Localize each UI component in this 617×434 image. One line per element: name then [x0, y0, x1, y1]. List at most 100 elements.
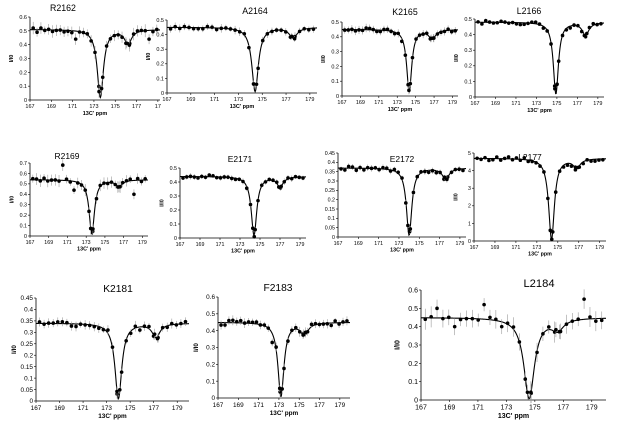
- data-point: [438, 170, 442, 175]
- data-point: [187, 25, 191, 30]
- data-point: [267, 177, 272, 182]
- y-tick-label: 0.5: [464, 17, 472, 23]
- data-point: [113, 182, 118, 187]
- data-point: [511, 325, 516, 329]
- data-point: [68, 180, 73, 184]
- x-tick-label: 177: [119, 240, 128, 246]
- data-point: [242, 321, 247, 325]
- y-tick-label: 0.4: [20, 192, 27, 198]
- y-tick-label: 0.15: [325, 207, 335, 213]
- data-point: [487, 158, 491, 163]
- x-tick-label: 179: [455, 241, 464, 247]
- x-tick-label: 167: [334, 241, 343, 247]
- y-tick-label: 0.4: [328, 160, 335, 166]
- x-tick-label: 169: [196, 242, 205, 248]
- chart-panel: 0 0.1 0.2 0.3 0.4 0.5 167 169 171 173 175 177 179 13C…: [454, 6, 605, 114]
- y-tick-label: 1: [468, 221, 471, 227]
- data-point: [34, 177, 39, 181]
- x-tick-label: 179: [305, 97, 314, 103]
- data-point: [99, 86, 104, 91]
- data-point: [389, 29, 393, 34]
- data-point: [476, 20, 480, 24]
- data-point: [430, 168, 435, 173]
- data-point: [502, 156, 507, 161]
- data-point: [258, 323, 263, 327]
- data-point: [143, 28, 148, 33]
- x-tick-label: 167: [470, 101, 479, 107]
- x-tick-label: 177: [132, 104, 141, 110]
- data-point: [143, 177, 147, 181]
- data-point: [407, 88, 411, 93]
- data-point: [495, 20, 500, 25]
- chart-panel: 0 0.1 0.2 0.3 0.4 0.5 167 169 171 173 175 177 179 13C…: [160, 154, 307, 255]
- y-tick-label: 0.2: [170, 208, 177, 214]
- data-point: [60, 163, 65, 167]
- data-point: [282, 366, 286, 371]
- data-point: [248, 202, 253, 207]
- data-point: [510, 20, 515, 25]
- y-tick-label: 0: [336, 94, 339, 100]
- x-tick-label: 169: [44, 240, 53, 246]
- x-tick-label: 169: [54, 405, 65, 412]
- x-tick-label: 177: [148, 405, 159, 412]
- data-point: [446, 315, 451, 320]
- data-point: [77, 30, 82, 34]
- x-tick-label: 171: [253, 402, 264, 409]
- data-point: [357, 28, 361, 32]
- y-tick-label: 0.3: [156, 47, 164, 53]
- y-tick-label: 2: [468, 204, 471, 210]
- y-tick-label: 0: [24, 234, 27, 240]
- y-axis-label: I/I0: [454, 54, 460, 62]
- data-point: [105, 181, 110, 186]
- data-point: [165, 325, 170, 330]
- data-point: [168, 27, 173, 31]
- data-point: [222, 175, 227, 179]
- x-axis-label: 13C' ppm: [527, 108, 552, 114]
- y-axis-label: I/I0: [394, 340, 401, 350]
- data-point: [434, 170, 439, 175]
- x-tick-label: 177: [281, 97, 290, 103]
- data-point: [75, 181, 80, 185]
- data-point: [286, 339, 290, 343]
- x-tick-label: 175: [100, 240, 109, 246]
- y-tick-label: 0.25: [21, 341, 34, 348]
- data-point: [494, 155, 499, 159]
- y-axis-label: I/I0: [9, 55, 15, 63]
- x-tick-label: 171: [210, 97, 219, 103]
- data-point: [87, 323, 92, 328]
- data-point: [112, 33, 117, 38]
- data-point: [346, 28, 351, 32]
- data-point: [169, 321, 174, 326]
- data-point: [377, 167, 381, 172]
- chart-title: F2183: [263, 283, 292, 294]
- x-tick-label: 169: [233, 402, 244, 409]
- data-point: [290, 328, 294, 333]
- data-point: [51, 321, 56, 325]
- chart-title: K2181: [103, 284, 133, 295]
- data-point: [597, 158, 601, 162]
- data-point: [403, 53, 408, 57]
- data-point: [311, 27, 316, 31]
- data-point: [294, 325, 298, 330]
- data-point: [79, 183, 84, 187]
- y-tick-label: 0.4: [170, 180, 177, 186]
- chart-title: E2171: [228, 154, 253, 164]
- x-tick-label: 175: [529, 405, 541, 412]
- data-point: [506, 21, 511, 25]
- data-point: [233, 177, 238, 182]
- data-point: [309, 322, 314, 327]
- data-point: [301, 176, 305, 180]
- y-tick-label: 0.1: [156, 76, 164, 82]
- data-point: [396, 31, 401, 36]
- chart-panel: 0 1 2 3 4 5 167 169 171 173 175 177 179 13C' ppm I/I0 L…: [454, 151, 607, 258]
- data-point: [392, 167, 397, 172]
- data-point: [57, 179, 61, 183]
- data-point: [499, 324, 504, 329]
- data-point: [499, 19, 503, 24]
- data-point: [553, 190, 558, 194]
- y-tick-label: 0.25: [325, 188, 335, 194]
- data-point: [87, 209, 91, 214]
- data-point: [556, 59, 561, 63]
- data-point: [415, 174, 420, 179]
- y-tick-label: 0.5: [156, 18, 164, 24]
